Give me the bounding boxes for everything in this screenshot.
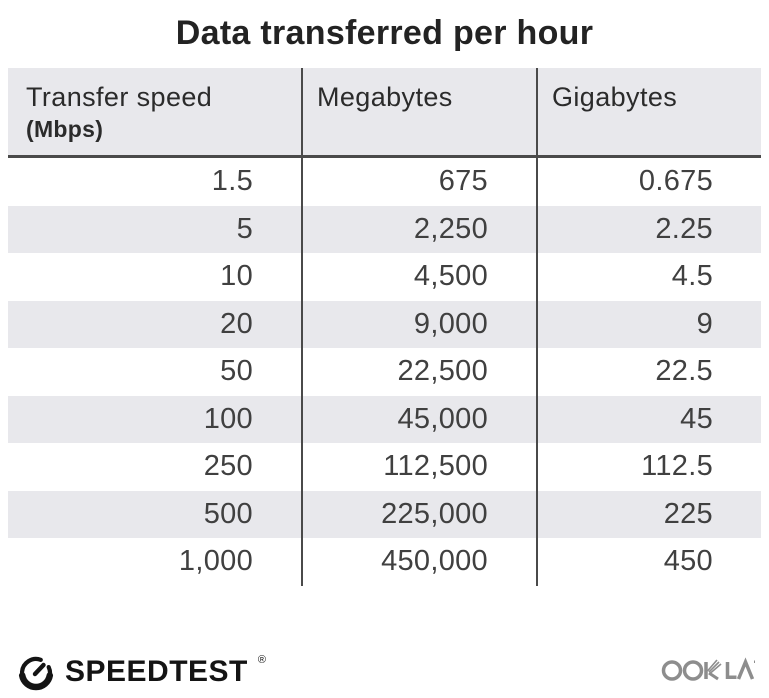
table-cell: 9,000 [303,300,538,348]
table-cell: 45,000 [303,395,538,443]
table-cell: 250 [8,443,303,491]
table-cell: 1,000 [8,538,303,586]
table-row: 50 22,500 22.5 [8,348,761,396]
table-header-row: Transfer speed (Mbps) Megabytes Gigabyte… [8,68,761,158]
table-cell: 112,500 [303,443,538,491]
table-cell: 4,500 [303,253,538,301]
table-body: 1.5 675 0.675 5 2,250 2.25 10 4,500 4.5 20 9,000 9 5… [8,158,761,586]
header-transfer-speed: Transfer speed (Mbps) [8,68,303,155]
table-cell: 50 [8,348,303,396]
speedtest-trademark-symbol: ® [257,654,266,666]
table-row: 1.5 675 0.675 [8,158,761,206]
ookla-wordmark-icon [661,657,755,681]
table-row: 10 4,500 4.5 [8,253,761,301]
table-cell: 20 [8,300,303,348]
data-table: Transfer speed (Mbps) Megabytes Gigabyte… [8,68,761,586]
header-transfer-speed-unit: (Mbps) [26,116,104,142]
table-cell: 45 [680,402,713,435]
table-cell: 10 [8,253,303,301]
table-cell: 2.25 [655,212,713,245]
speedtest-logo: SPEEDTEST ® [16,652,266,692]
ookla-logo: OOKLA [661,649,757,687]
table-cell: 0.675 [638,165,713,198]
table-row: 500 225,000 225 [8,490,761,538]
table-cell: 225 [663,497,713,530]
speedtest-wordmark: SPEEDTEST [65,655,248,688]
table-cell: 100 [8,395,303,443]
table-row: 20 9,000 9 [8,300,761,348]
table-cell: 5 [8,205,303,253]
header-transfer-speed-label: Transfer speed [26,82,213,112]
table-row: 5 2,250 2.25 [8,205,761,253]
table-cell: 22.5 [655,355,713,388]
table-row: 100 45,000 45 [8,395,761,443]
page-title: Data transferred per hour [175,14,594,52]
table-cell: 500 [8,490,303,538]
table-cell: 22,500 [303,348,538,396]
header-megabytes-label: Megabytes [317,82,453,112]
speedtest-gauge-icon [16,652,56,692]
table-cell: 450,000 [303,538,538,586]
table-cell: 4.5 [671,260,713,293]
header-gigabytes-label: Gigabytes [552,82,678,112]
table-cell: 9 [696,307,713,340]
table-cell: 2,250 [303,205,538,253]
table-cell: 675 [303,158,538,206]
table-cell: 450 [663,545,713,578]
table-cell: 112.5 [641,450,713,483]
table-row: 250 112,500 112.5 [8,443,761,491]
table-row: 1,000 450,000 450 [8,538,761,586]
table-cell: 225,000 [303,490,538,538]
header-megabytes: Megabytes [303,68,538,155]
table-cell: 1.5 [8,158,303,206]
header-gigabytes: Gigabytes [538,68,761,155]
footer: SPEEDTEST ® OOKLA [0,588,769,698]
